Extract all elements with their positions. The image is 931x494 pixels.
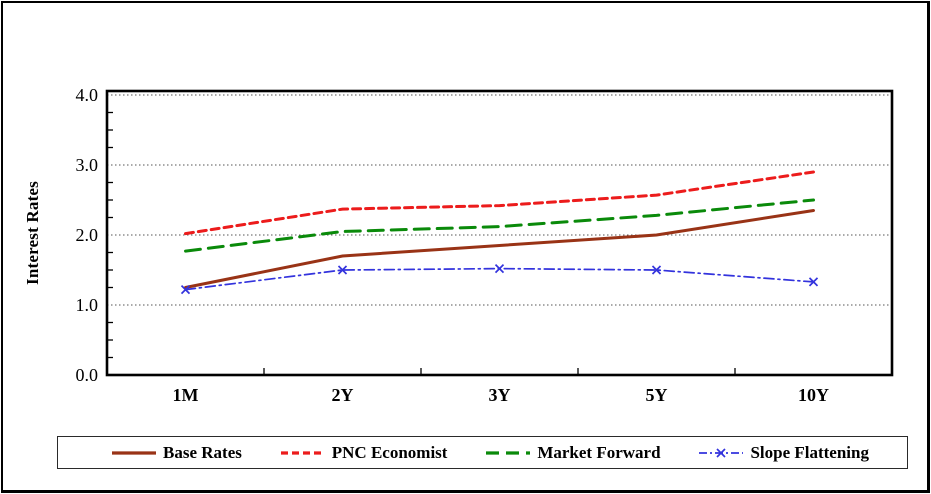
x-marker-slope-flattening [808,277,819,287]
x-tick-label-1M: 1M [172,385,199,405]
x-marker-slope-flattening [651,265,662,275]
x-tick-label-10Y: 10Y [798,385,829,405]
chart-legend: Base Rates PNC Economist Market Forward Slo… [57,436,908,469]
legend-item-slope-flattening: Slope Flattening [697,443,869,463]
legend-label-market-forward: Market Forward [537,442,661,462]
legend-label-slope-flattening: Slope Flattening [750,442,869,462]
series-line-base-rates [184,209,815,289]
series-line-slope-flattening [184,267,815,291]
legend-sample-pnc-economist [280,450,325,455]
legend-label-base-rates: Base Rates [163,442,242,462]
legend-sample-market-forward [486,450,531,455]
x-marker-slope-flattening [494,263,505,274]
y-axis-title: Interest Rates [23,181,42,285]
legend-sample-slope-flattening [699,447,744,458]
y-tick-label-2.0: 2.0 [75,225,99,245]
x-tick-label-5Y: 5Y [645,385,668,405]
x-marker-slope-flattening [180,284,191,295]
legend-item-market-forward: Market Forward [484,442,661,463]
x-tick-label-2Y: 2Y [331,385,354,405]
y-tick-label-1.0: 1.0 [75,295,99,315]
y-tick-label-3.0: 3.0 [75,155,99,175]
legend-label-pnc-economist: PNC Economist [331,442,448,462]
plot-area-border [105,89,894,377]
legend-item-pnc-economist: PNC Economist [279,442,448,463]
x-tick-label-3Y: 3Y [488,385,511,405]
series-line-market-forward [184,198,815,253]
series-line-pnc-economist [184,170,815,236]
y-tick-label-0.0: 0.0 [75,365,99,385]
x-marker-slope-flattening [337,265,348,275]
legend-sample-base-rates [112,450,156,455]
y-tick-label-4.0: 4.0 [75,85,99,105]
legend-item-base-rates: Base Rates [110,443,242,463]
